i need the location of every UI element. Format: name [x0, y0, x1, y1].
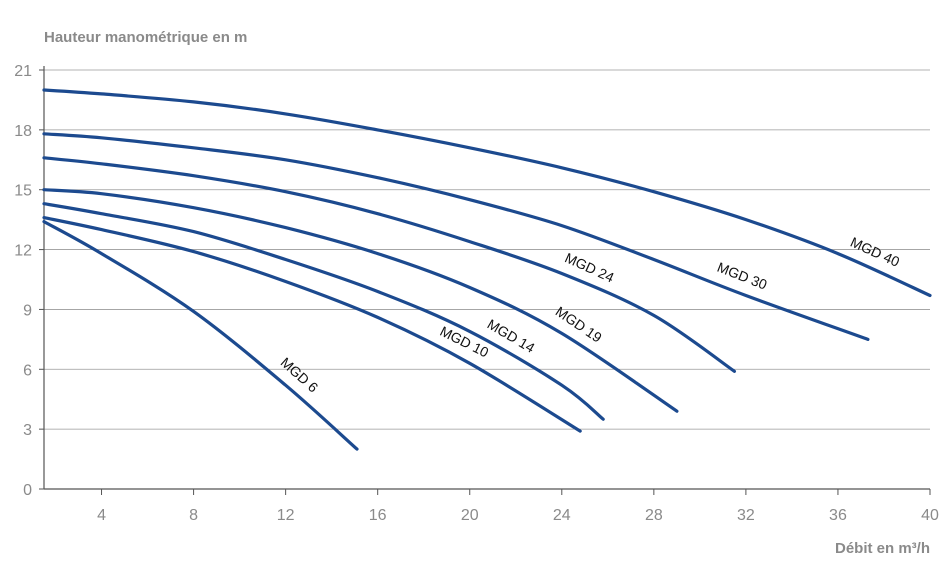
x-tick-label: 12 [277, 507, 295, 524]
series-line-mgd-40 [42, 88, 932, 298]
series-label-mgd-6: MGD 6 [278, 354, 322, 396]
y-tick-label: 0 [23, 482, 32, 499]
y-tick-label: 9 [23, 302, 32, 319]
series-label-mgd-40: MGD 40 [848, 234, 902, 270]
series-line-mgd-30 [42, 132, 870, 341]
x-tick-label: 40 [921, 507, 939, 524]
x-axis-label: Débit en m³/h [835, 540, 930, 557]
x-tick-label: 8 [189, 507, 198, 524]
x-tick-label: 32 [737, 507, 755, 524]
series-line-mgd-10 [42, 216, 582, 433]
x-tick-label: 20 [461, 507, 479, 524]
y-tick-label: 15 [14, 183, 32, 200]
series-line-mgd-6 [42, 220, 359, 451]
y-tick-label: 18 [14, 123, 32, 140]
y-axis-label: Hauteur manométrique en m [44, 29, 247, 46]
x-tick-label: 28 [645, 507, 663, 524]
y-tick-label: 3 [23, 422, 32, 439]
x-tick-label: 4 [97, 507, 106, 524]
y-tick-label: 6 [23, 362, 32, 379]
series-line-mgd-19 [42, 188, 679, 413]
x-tick-label: 36 [829, 507, 847, 524]
series-label-mgd-24: MGD 24 [563, 249, 617, 285]
y-tick-label: 12 [14, 243, 32, 260]
x-tick-label: 24 [553, 507, 571, 524]
y-tick-label: 21 [14, 63, 32, 80]
grid-lines [44, 69, 930, 430]
series-label-mgd-14: MGD 14 [485, 316, 538, 356]
x-tick-label: 16 [369, 507, 387, 524]
series-line-mgd-24 [42, 156, 736, 373]
series-line-mgd-14 [42, 202, 605, 421]
series-lines [42, 88, 932, 451]
